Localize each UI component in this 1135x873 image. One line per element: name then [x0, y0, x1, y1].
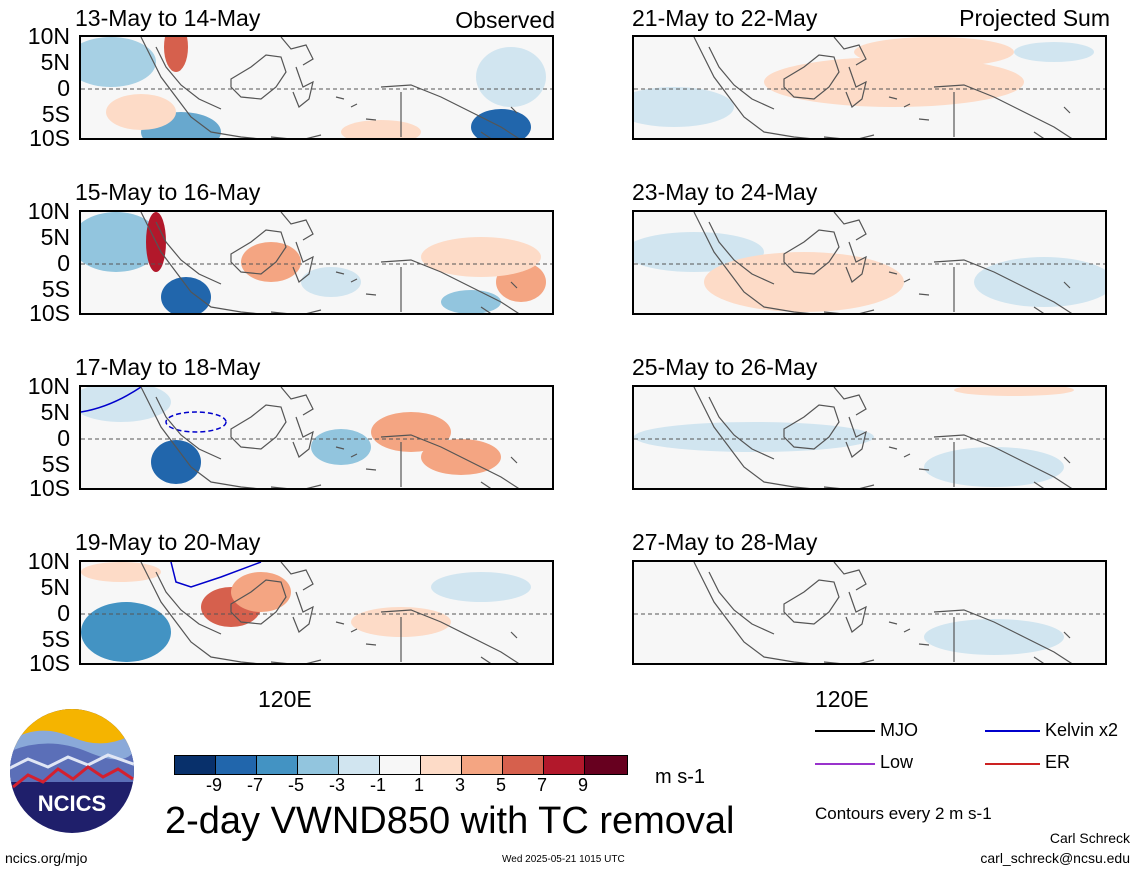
panel-title-8: 27-May to 28-May: [632, 529, 818, 555]
colorbar-tick: -7: [246, 775, 263, 795]
panel-title-2: 15-May to 16-May: [75, 179, 261, 205]
legend-line-er: [985, 763, 1040, 765]
map-panel-21-22-may: [632, 35, 1107, 140]
map-panel-15-16-may: [79, 210, 554, 315]
colorbar: [174, 755, 628, 775]
lon-label-left: 120E: [258, 686, 312, 712]
legend-label-low: Low: [880, 752, 914, 772]
colorbar-cell-3: [298, 756, 339, 774]
contour-note: Contours every 2 m s-1: [815, 804, 992, 823]
projected-sum-label: Projected Sum: [959, 5, 1110, 31]
panel-title-6: 23-May to 24-May: [632, 179, 818, 205]
colorbar-cell-5: [380, 756, 421, 774]
panel-title-1: 13-May to 14-May: [75, 5, 261, 31]
colorbar-units: m s-1: [655, 766, 705, 788]
panel-title-5: 21-May to 22-May: [632, 5, 818, 31]
colorbar-tick: -1: [369, 775, 386, 795]
panel-title-3: 17-May to 18-May: [75, 354, 261, 380]
colorbar-tick: -9: [205, 775, 222, 795]
panel-title-4: 19-May to 20-May: [75, 529, 261, 555]
map-panel-23-24-may: [632, 210, 1107, 315]
colorbar-tick: -3: [328, 775, 345, 795]
footer-timestamp: Wed 2025-05-21 1015 UTC: [502, 854, 625, 865]
map-panel-13-14-may: [79, 35, 554, 140]
panel-title-7: 25-May to 26-May: [632, 354, 818, 380]
map-panel-25-26-may: [632, 385, 1107, 490]
colorbar-cell-2: [257, 756, 298, 774]
colorbar-tick: 3: [454, 775, 465, 795]
colorbar-tick: 9: [577, 775, 588, 795]
observed-label: Observed: [455, 7, 555, 33]
map-panel-27-28-may: [632, 560, 1107, 665]
colorbar-cell-7: [462, 756, 503, 774]
colorbar-tick: 7: [536, 775, 547, 795]
colorbar-cell-9: [544, 756, 585, 774]
footer-email[interactable]: carl_schreck@ncsu.edu: [980, 850, 1130, 866]
footer-url[interactable]: ncics.org/mjo: [5, 850, 88, 866]
colorbar-tick: -5: [287, 775, 304, 795]
ncics-logo[interactable]: NCICS: [8, 707, 136, 835]
colorbar-cell-10: [585, 756, 627, 774]
lon-label-right: 120E: [815, 686, 869, 712]
legend-label-er: ER: [1045, 752, 1071, 772]
colorbar-cell-0: [175, 756, 216, 774]
colorbar-cell-8: [503, 756, 544, 774]
main-title: 2-day VWND850 with TC removal: [165, 800, 735, 842]
legend-line-low: [815, 763, 875, 765]
legend-line-kelvin: [985, 730, 1040, 732]
map-panel-19-20-may: [79, 560, 554, 665]
footer-author: Carl Schreck: [1049, 830, 1130, 846]
legend-label-mjo: MJO: [880, 720, 918, 740]
logo-text: NCICS: [38, 791, 106, 816]
colorbar-tick: 5: [495, 775, 506, 795]
legend-line-mjo: [815, 730, 875, 732]
colorbar-cell-4: [339, 756, 380, 774]
legend-label-kelvin: Kelvin x2: [1045, 720, 1119, 740]
map-panel-17-18-may: [79, 385, 554, 490]
colorbar-tick: 1: [413, 775, 424, 795]
colorbar-cell-1: [216, 756, 257, 774]
colorbar-cell-6: [421, 756, 462, 774]
